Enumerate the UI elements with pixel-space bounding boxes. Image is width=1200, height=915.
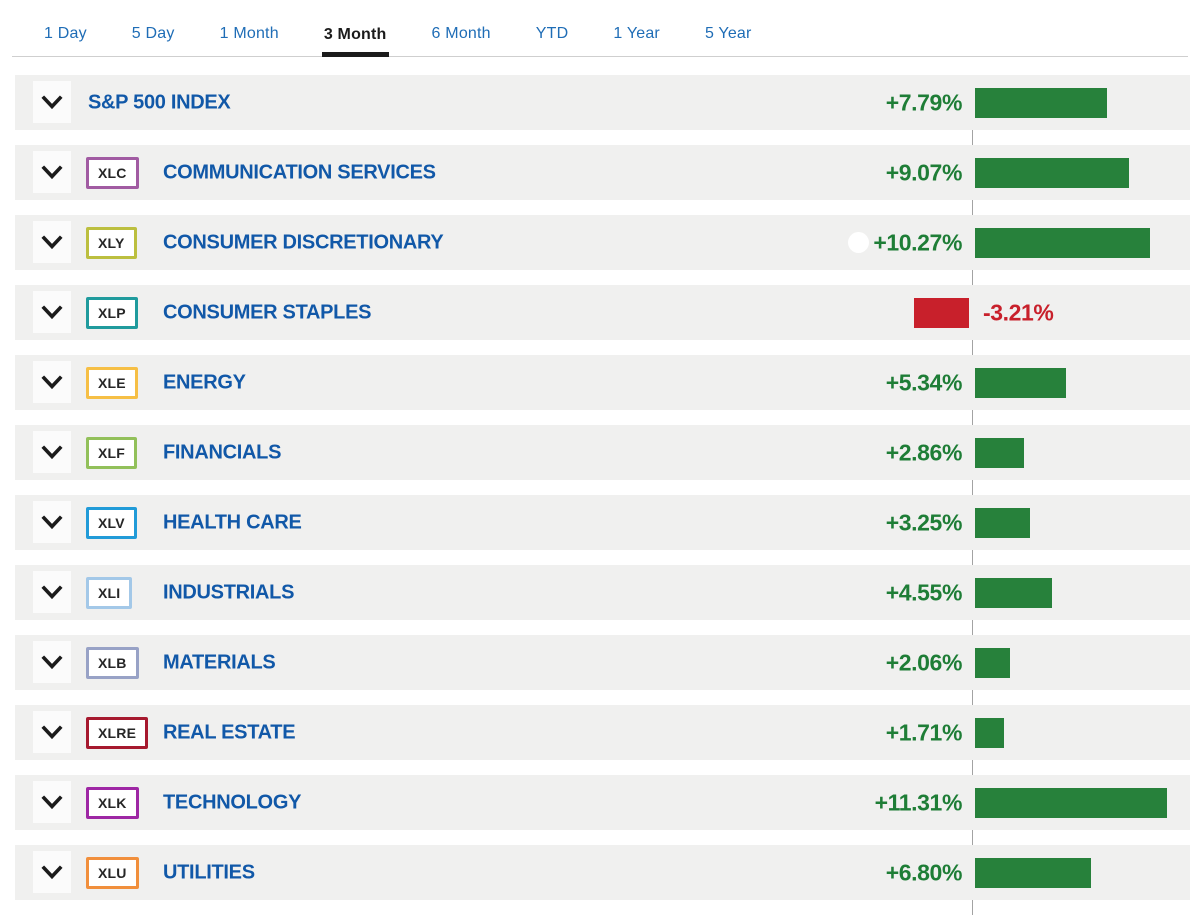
performance-value: +2.86% [885, 439, 963, 465]
cursor-dot [848, 232, 869, 253]
chevron-down-icon [39, 160, 65, 184]
performance-bar [914, 297, 969, 328]
ticker-badge: XLI [86, 576, 133, 609]
ticker-badge: XLK [86, 786, 139, 819]
ticker-badge: XLB [86, 646, 139, 679]
ticker-badge: XLU [86, 856, 139, 889]
ticker-badge: XLP [86, 296, 138, 329]
chevron-down-icon [39, 580, 65, 604]
performance-bar [975, 437, 1024, 468]
expand-chevron-button[interactable] [33, 431, 71, 473]
sector-row: XLF FINANCIALS +2.86% [15, 425, 1190, 480]
sector-name-link[interactable]: REAL ESTATE [163, 721, 296, 743]
sector-row: XLP CONSUMER STAPLES -3.21% [15, 285, 1190, 340]
tab-5-day[interactable]: 5 Day [130, 17, 177, 56]
chevron-down-icon [39, 650, 65, 674]
performance-bar [975, 227, 1150, 258]
expand-chevron-button[interactable] [33, 151, 71, 193]
sector-name-link[interactable]: HEALTH CARE [163, 511, 302, 533]
performance-bar [975, 717, 1004, 748]
sector-row: XLK TECHNOLOGY +11.31% [15, 775, 1190, 830]
performance-value: +6.80% [885, 859, 963, 885]
tab-3-month[interactable]: 3 Month [321, 18, 389, 57]
performance-bar [975, 577, 1052, 608]
sector-name-link[interactable]: TECHNOLOGY [163, 791, 302, 813]
ticker-badge: XLV [86, 506, 137, 539]
performance-bar [975, 857, 1091, 888]
performance-value: +5.34% [885, 369, 963, 395]
tab-1-day[interactable]: 1 Day [42, 17, 89, 56]
ticker-badge: XLC [86, 156, 139, 189]
performance-value: +11.31% [874, 789, 963, 815]
chevron-down-icon [39, 440, 65, 464]
performance-value: +2.06% [885, 649, 963, 675]
ticker-badge: XLE [86, 366, 138, 399]
performance-bar [975, 507, 1030, 538]
performance-value: +9.07% [885, 159, 963, 185]
performance-bar [975, 157, 1129, 188]
tab-5-year[interactable]: 5 Year [703, 17, 754, 56]
sector-row: XLY CONSUMER DISCRETIONARY +10.27% [15, 215, 1190, 270]
tab-1-month[interactable]: 1 Month [218, 17, 281, 56]
expand-chevron-button[interactable] [33, 851, 71, 893]
ticker-badge: XLY [86, 226, 137, 259]
chevron-down-icon [39, 370, 65, 394]
sector-name-link[interactable]: S&P 500 INDEX [88, 91, 231, 113]
sector-row: XLC COMMUNICATION SERVICES +9.07% [15, 145, 1190, 200]
performance-value: +3.25% [885, 509, 963, 535]
sector-row: S&P 500 INDEX +7.79% [15, 75, 1190, 130]
expand-chevron-button[interactable] [33, 81, 71, 123]
sector-name-link[interactable]: COMMUNICATION SERVICES [163, 161, 436, 183]
time-range-tabs: 1 Day 5 Day 1 Month 3 Month 6 Month YTD 1 Year… [12, 0, 1188, 57]
expand-chevron-button[interactable] [33, 221, 71, 263]
expand-chevron-button[interactable] [33, 501, 71, 543]
sector-row: XLI INDUSTRIALS +4.55% [15, 565, 1190, 620]
expand-chevron-button[interactable] [33, 571, 71, 613]
chevron-down-icon [39, 510, 65, 534]
sector-row: XLRE REAL ESTATE +1.71% [15, 705, 1190, 760]
chevron-down-icon [39, 790, 65, 814]
ticker-badge: XLRE [86, 716, 149, 749]
sector-row: XLE ENERGY +5.34% [15, 355, 1190, 410]
chevron-down-icon [39, 720, 65, 744]
sector-name-link[interactable]: CONSUMER DISCRETIONARY [163, 231, 444, 253]
sector-name-link[interactable]: CONSUMER STAPLES [163, 301, 372, 323]
performance-bar [975, 647, 1010, 678]
ticker-badge: XLF [86, 436, 138, 469]
sector-name-link[interactable]: MATERIALS [163, 651, 276, 673]
sector-row: XLV HEALTH CARE +3.25% [15, 495, 1190, 550]
chevron-down-icon [39, 300, 65, 324]
sector-name-link[interactable]: INDUSTRIALS [163, 581, 295, 603]
performance-bar [975, 787, 1167, 818]
sector-row: XLB MATERIALS +2.06% [15, 635, 1190, 690]
sector-name-link[interactable]: ENERGY [163, 371, 246, 393]
expand-chevron-button[interactable] [33, 361, 71, 403]
expand-chevron-button[interactable] [33, 291, 71, 333]
sector-name-link[interactable]: FINANCIALS [163, 441, 282, 463]
performance-value: +1.71% [885, 719, 963, 745]
tab-1-year[interactable]: 1 Year [611, 17, 662, 56]
expand-chevron-button[interactable] [33, 711, 71, 753]
performance-value: +4.55% [885, 579, 963, 605]
sector-row: XLU UTILITIES +6.80% [15, 845, 1190, 900]
tab-6-month[interactable]: 6 Month [430, 17, 493, 56]
chevron-down-icon [39, 860, 65, 884]
expand-chevron-button[interactable] [33, 641, 71, 683]
chevron-down-icon [39, 230, 65, 254]
performance-value: +7.79% [885, 89, 963, 115]
performance-bar [975, 87, 1107, 118]
expand-chevron-button[interactable] [33, 781, 71, 823]
sector-name-link[interactable]: UTILITIES [163, 861, 255, 883]
tab-ytd[interactable]: YTD [534, 17, 571, 56]
performance-bar [975, 367, 1066, 398]
performance-value: +10.27% [873, 229, 962, 255]
performance-value: -3.21% [983, 299, 1054, 325]
chevron-down-icon [39, 90, 65, 114]
sector-performance-list: S&P 500 INDEX +7.79% XLC COMMUNICATION S… [15, 75, 1190, 915]
